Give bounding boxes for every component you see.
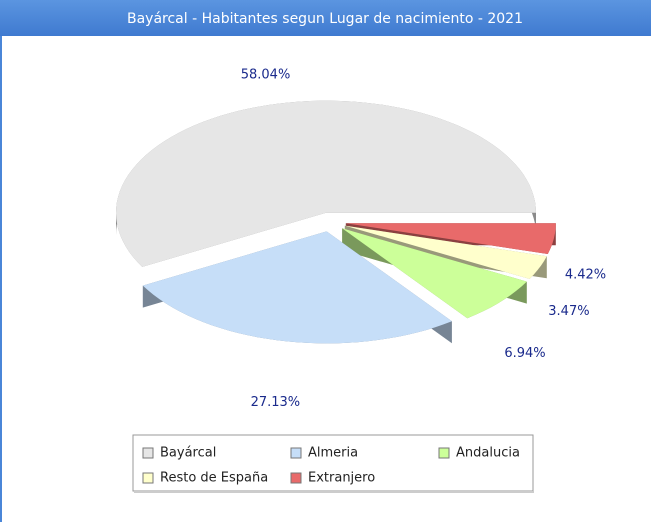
slice (116, 100, 536, 267)
slice (345, 223, 556, 254)
legend-swatch (142, 472, 154, 484)
legend-swatch (290, 447, 302, 459)
left-border (0, 0, 2, 522)
legend-label: Bayárcal (160, 446, 216, 461)
legend-swatch (290, 472, 302, 484)
data-label: 4.42% (565, 268, 606, 283)
legend-label: Almeria (308, 446, 358, 461)
legend-swatch (142, 447, 154, 459)
chart-title: Bayárcal - Habitantes segun Lugar de nac… (127, 11, 523, 27)
data-label: 6.94% (504, 346, 545, 361)
pie: 58.04% 27.13% 6.94% 3.47% 4.42% (116, 67, 606, 410)
slice (342, 228, 527, 319)
title-bar (0, 0, 651, 36)
data-label: 58.04% (241, 67, 291, 82)
slice (142, 231, 452, 344)
legend-box (132, 434, 534, 492)
data-label: 27.13% (251, 395, 301, 410)
legend-label: Extranjero (308, 471, 375, 486)
legend: Bayárcal Almeria Andalucia Resto de España E… (142, 446, 520, 486)
legend-label: Resto de España (160, 471, 268, 486)
legend-label: Andalucia (456, 446, 520, 461)
slice (344, 225, 547, 279)
legend-swatch (438, 447, 450, 459)
data-label: 3.47% (548, 304, 589, 319)
